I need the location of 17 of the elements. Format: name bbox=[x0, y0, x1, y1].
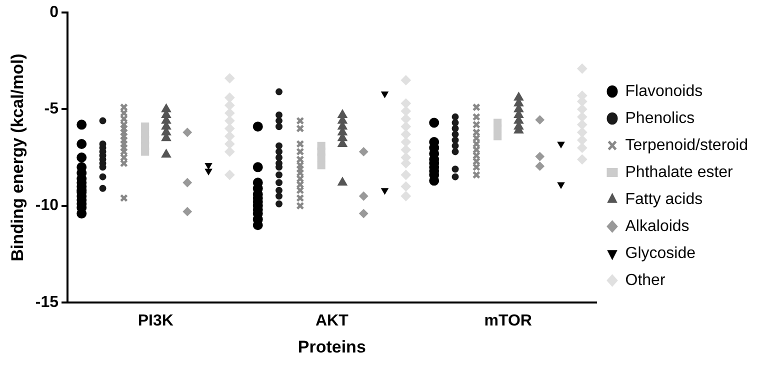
legend-label: Phenolics bbox=[625, 110, 695, 127]
y-axis-title: Binding energy (kcal/mol) bbox=[8, 54, 27, 262]
x-tick-label: AKT bbox=[315, 312, 349, 330]
x-tick-label: PI3K bbox=[138, 312, 174, 330]
legend-label: Fatty acids bbox=[625, 190, 703, 208]
legend-label: Flavonoids bbox=[625, 82, 703, 100]
y-tick-label: -15 bbox=[35, 294, 59, 311]
x-axis-title: Proteins bbox=[298, 337, 366, 356]
legend-label: Other bbox=[625, 272, 666, 289]
y-tick-label: -10 bbox=[35, 197, 59, 214]
x-tick-label: mTOR bbox=[484, 312, 532, 330]
y-tick-label: 0 bbox=[50, 4, 59, 22]
legend-label: Alkaloids bbox=[625, 218, 690, 235]
legend-label: Glycoside bbox=[625, 244, 696, 262]
y-tick-label: -5 bbox=[44, 100, 59, 118]
legend-label: Terpenoid/steroid bbox=[625, 136, 748, 154]
legend-label: Phthalate ester bbox=[625, 164, 734, 181]
